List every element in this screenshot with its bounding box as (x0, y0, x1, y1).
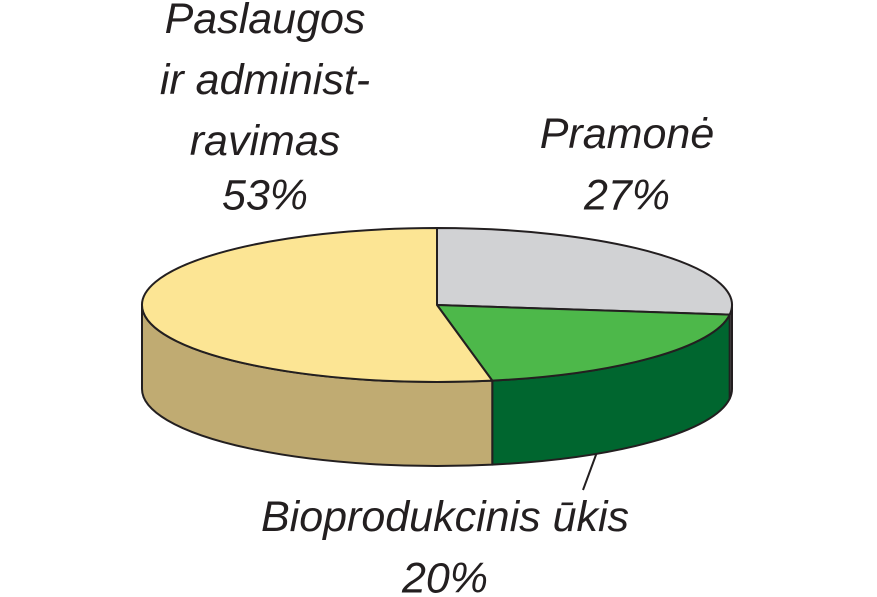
label-line: ravimas (190, 117, 341, 165)
slice-label: Bioprodukcinis ūkis (261, 493, 629, 541)
label-line: Bioprodukcinis ūkis (261, 493, 629, 541)
value-label: 27% (583, 171, 670, 219)
slice (141, 227, 494, 383)
slice (436, 227, 733, 316)
value-label: 53% (222, 171, 308, 219)
label-line: Pramonė (540, 110, 714, 158)
value-label: 20% (401, 554, 488, 597)
label-line: ir administ- (160, 56, 370, 104)
slice-label: Pramonė (540, 110, 714, 158)
label-line: Paslaugos (165, 0, 366, 43)
slice-label: Paslaugos ir administ-ravimas (160, 0, 370, 165)
slice (436, 304, 731, 382)
